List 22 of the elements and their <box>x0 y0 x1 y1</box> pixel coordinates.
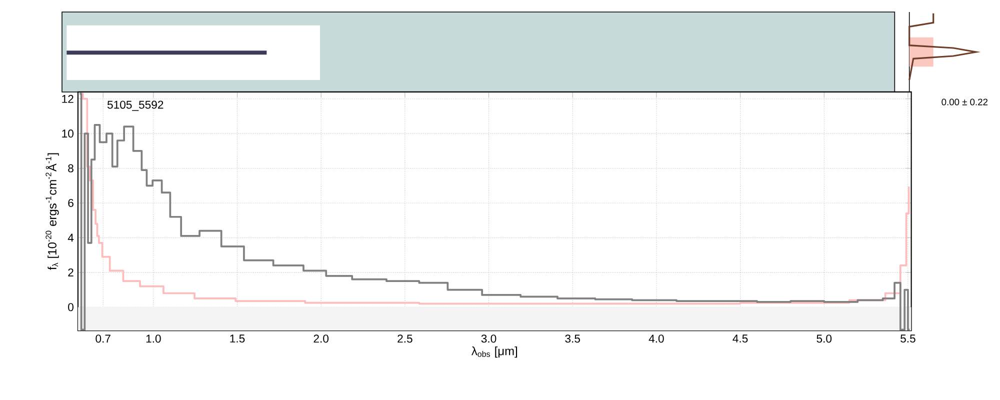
x-tick-label: 5.5 <box>900 334 916 343</box>
y-tick-label: 12 <box>62 94 74 103</box>
x-tick-label: 2.5 <box>398 334 412 343</box>
y-tick-label: 8 <box>68 164 74 172</box>
x-tick-label: 1.5 <box>230 334 245 343</box>
annotation: 5105_5592 <box>107 100 164 111</box>
y-tick-label: 6 <box>68 198 74 207</box>
x-tick-label: 5.0 <box>816 334 832 343</box>
text: 0.00 ± 0.22 <box>942 98 988 106</box>
x-axis-title: λ$_{obs}$ [μm] <box>471 346 518 358</box>
x-tick-label: 2.0 <box>314 334 329 343</box>
y-tick-label: 4 <box>68 234 74 242</box>
x-tick-label: 1.0 <box>146 334 161 343</box>
x-tick-label: 3.5 <box>565 334 580 343</box>
x-tick-label: 4.5 <box>732 334 748 343</box>
x-tick-label: 3.0 <box>481 334 496 343</box>
y-tick-label: 2 <box>68 268 74 276</box>
x-tick-label: 0.7 <box>96 334 110 343</box>
y-tick-label: 0 <box>68 303 74 312</box>
text: f$_{λ}$ [10$^{-20}$ ergs$^{-1}$cm$^{-2}$Å$^{-1}$] <box>46 153 59 270</box>
y-tick-label: 10 <box>62 130 74 138</box>
x-tick-label: 4.0 <box>648 334 664 343</box>
